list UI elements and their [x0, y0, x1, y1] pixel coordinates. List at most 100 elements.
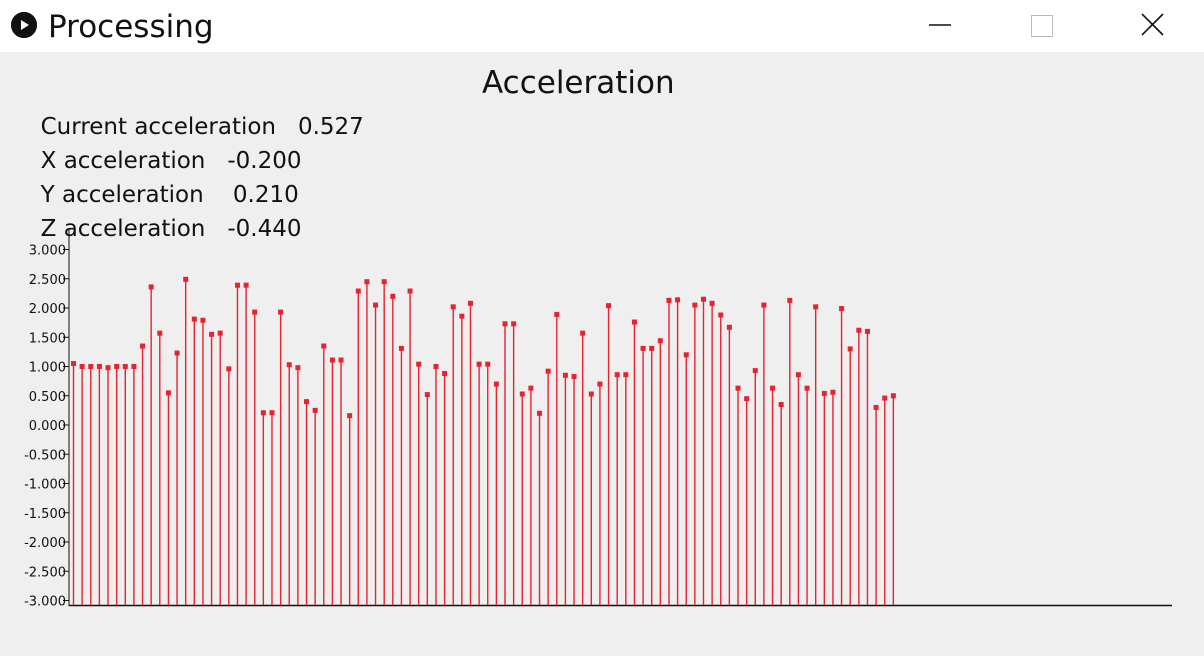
stem-marker [364, 279, 370, 285]
stem-marker [597, 381, 603, 387]
stem-marker [157, 330, 163, 336]
stem-marker [390, 293, 396, 299]
y-tick-label: 1.500 [29, 331, 66, 346]
y-acceleration-label: Y acceleration [40, 182, 204, 208]
stem-marker [657, 338, 663, 344]
stem-marker [873, 404, 879, 410]
stem-marker [243, 282, 249, 288]
stem-marker [502, 321, 508, 327]
sketch-canvas [0, 52, 1204, 656]
y-tick-label: 3.000 [29, 244, 66, 259]
stem-marker [174, 350, 180, 356]
stem-marker [329, 357, 335, 363]
stem-marker [459, 313, 465, 319]
stem-marker [467, 300, 473, 306]
stem-marker [131, 364, 137, 369]
stem-marker [666, 297, 672, 303]
stem-marker [511, 321, 517, 327]
stem-marker [761, 302, 767, 308]
stem-marker [493, 381, 499, 387]
stem-marker [217, 330, 223, 336]
stem-marker [312, 407, 318, 413]
stem-marker [433, 364, 439, 369]
stem-marker [114, 364, 120, 369]
stem-marker [675, 297, 681, 303]
stem-marker [787, 297, 793, 303]
minimize-button[interactable] [906, 0, 966, 52]
stem-marker [148, 284, 154, 290]
stem-marker [234, 282, 240, 288]
stem-marker [830, 389, 836, 395]
current-acceleration-label: Current acceleration [40, 114, 277, 140]
z-acceleration-label: Z acceleration [40, 216, 206, 242]
y-tick-label: -0.500 [24, 448, 66, 463]
stem-marker [209, 331, 215, 337]
stem-marker [269, 410, 275, 416]
stem-marker [795, 372, 801, 378]
stem-marker [752, 368, 758, 374]
close-icon [1141, 13, 1164, 36]
stem-marker [744, 396, 750, 402]
stem-marker [735, 385, 741, 391]
stem-marker [485, 361, 491, 367]
stem-marker [804, 385, 810, 391]
stem-marker [588, 391, 594, 397]
stem-marker [200, 317, 206, 323]
stem-marker [649, 345, 655, 351]
stem-marker [79, 364, 85, 369]
y-tick-label: 2.500 [29, 273, 66, 288]
close-button[interactable] [1122, 0, 1182, 52]
window-title: Processing [48, 9, 214, 45]
stem-marker [398, 345, 404, 351]
stem-marker [476, 361, 482, 367]
x-acceleration-value: -0.200 [227, 148, 302, 174]
z-acceleration-readout: Z acceleration -0.440 [26, 184, 302, 244]
stem-marker [71, 361, 76, 367]
stem-marker [407, 288, 413, 294]
x-acceleration-label: X acceleration [40, 148, 206, 174]
stem-marker [537, 410, 543, 416]
stem-marker [381, 279, 387, 285]
stem-marker [442, 371, 448, 377]
stem-marker [726, 324, 732, 330]
current-acceleration-value: 0.527 [297, 114, 364, 140]
stem-marker [856, 327, 862, 333]
y-tick-label: 1.000 [29, 361, 66, 376]
stem-marker [140, 343, 146, 349]
stem-marker [373, 302, 379, 308]
stem-marker [882, 395, 888, 401]
y-acceleration-value: 0.210 [225, 182, 299, 208]
stem-marker [580, 330, 586, 336]
stem-marker [122, 364, 128, 369]
maximize-button[interactable] [1012, 0, 1072, 52]
stem-marker [424, 392, 430, 398]
stem-marker [321, 343, 327, 349]
stem-marker [692, 302, 698, 308]
stem-marker [183, 276, 189, 282]
stem-marker [864, 328, 870, 334]
stem-marker [96, 364, 102, 369]
stem-marker [252, 309, 258, 315]
stem-marker [813, 304, 819, 310]
stem-marker [778, 402, 784, 408]
stem-marker [718, 312, 724, 318]
y-tick-label: 0.000 [29, 419, 66, 434]
stem-marker [286, 362, 292, 368]
stem-marker [606, 303, 612, 309]
stem-marker [640, 345, 646, 351]
y-tick-label: 2.000 [29, 302, 66, 317]
stem-marker [191, 316, 197, 322]
stem-marker [709, 300, 715, 306]
stem-marker [614, 372, 620, 378]
stem-marker [545, 368, 551, 374]
z-acceleration-value: -0.440 [227, 216, 302, 242]
stem-marker [278, 309, 284, 315]
stem-marker [683, 352, 689, 358]
stem-marker [88, 364, 94, 369]
stem-marker [821, 390, 827, 396]
stem-marker [839, 306, 845, 312]
stem-marker [347, 413, 353, 419]
y-tick-label: -2.500 [24, 565, 66, 580]
stem-marker [226, 366, 232, 372]
chart-title: Acceleration [482, 65, 675, 101]
